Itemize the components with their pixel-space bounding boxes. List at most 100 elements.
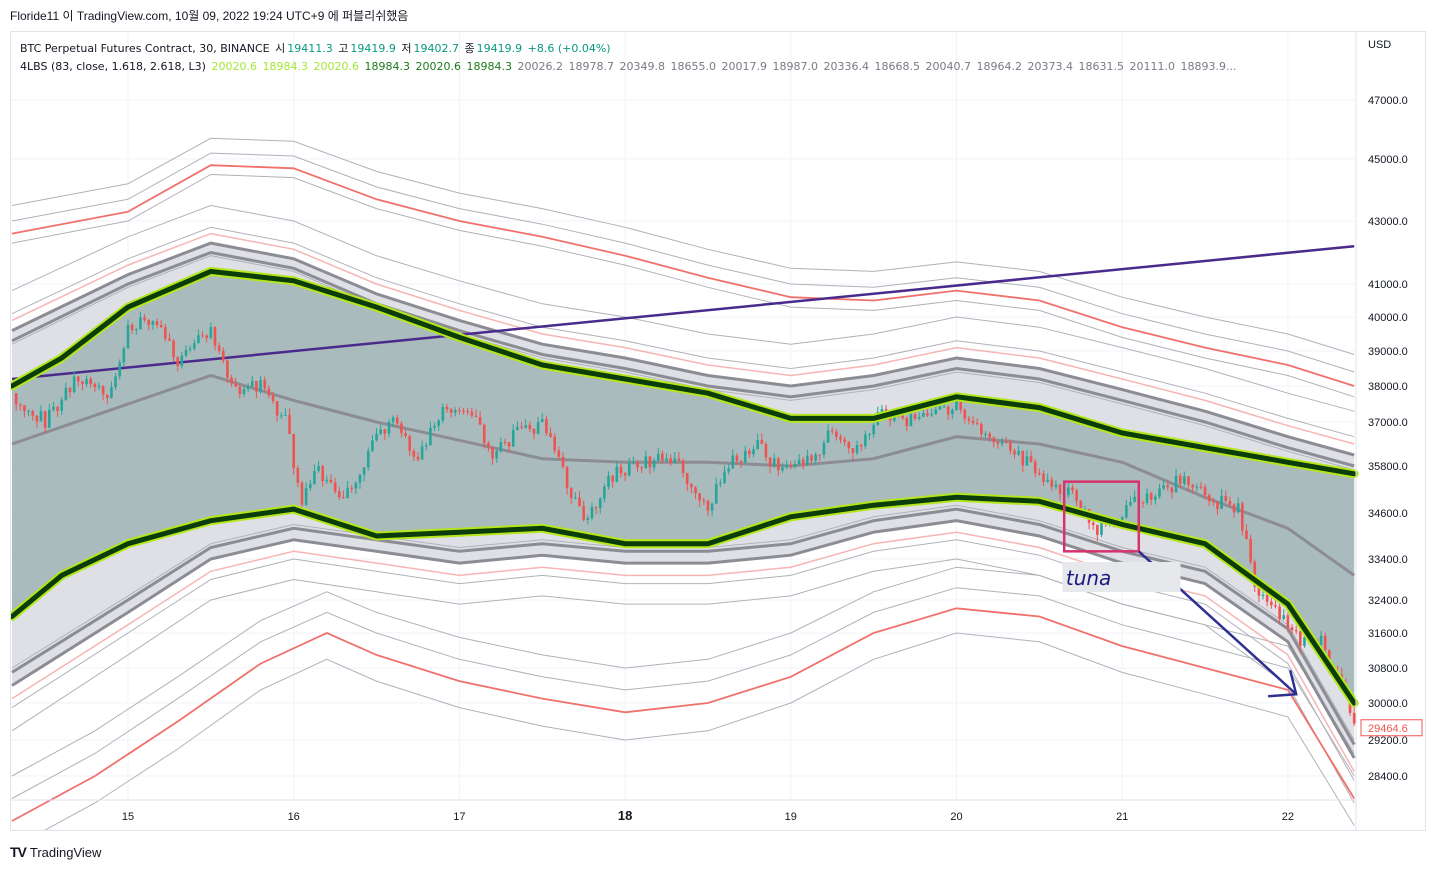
candle-body bbox=[677, 458, 681, 461]
envelope-line bbox=[11, 204, 1355, 412]
ind-value: 20336.4 bbox=[823, 60, 869, 73]
candle-body bbox=[1129, 502, 1132, 506]
ind-value: 20020.6 bbox=[415, 60, 461, 73]
candle-body bbox=[627, 463, 631, 476]
candle-body bbox=[706, 500, 710, 511]
candle-body bbox=[545, 418, 548, 434]
candle-body bbox=[661, 453, 664, 461]
candle-body bbox=[118, 362, 122, 377]
candle-body bbox=[756, 440, 759, 450]
candle-body bbox=[23, 405, 26, 412]
candle-body bbox=[408, 435, 411, 451]
candle-body bbox=[424, 445, 428, 447]
candle-body bbox=[1071, 487, 1074, 491]
indicator-name[interactable]: 4LBS (83, close, 1.618, 2.618, L3) bbox=[20, 60, 206, 73]
candle-body bbox=[574, 497, 577, 499]
candle-body bbox=[619, 466, 623, 474]
outer-lower-red-line bbox=[11, 607, 1355, 822]
candle-body bbox=[623, 473, 627, 476]
annotation-label[interactable]: tuna bbox=[1066, 566, 1111, 590]
candle-body bbox=[1303, 637, 1306, 646]
low-value: 19402.7 bbox=[413, 42, 460, 55]
candle-body bbox=[847, 441, 851, 449]
candle-body bbox=[1021, 450, 1025, 466]
candle-body bbox=[437, 420, 440, 426]
candle-body bbox=[917, 416, 921, 419]
candle-body bbox=[598, 498, 602, 509]
annotation-box[interactable] bbox=[1062, 480, 1141, 553]
candle-body bbox=[155, 321, 159, 326]
candle-body bbox=[68, 387, 72, 393]
candle-body bbox=[843, 439, 846, 442]
candle-body bbox=[122, 348, 126, 363]
candle-body bbox=[822, 442, 826, 455]
candle-body bbox=[39, 411, 43, 422]
candle-body bbox=[201, 335, 204, 337]
candle-body bbox=[951, 409, 954, 415]
candle-body bbox=[561, 456, 565, 467]
candle-body bbox=[1075, 490, 1078, 501]
close-label: 종 bbox=[464, 42, 475, 55]
ind-value: 20020.6 bbox=[313, 60, 359, 73]
candle-body bbox=[1195, 486, 1199, 488]
candle-body bbox=[955, 398, 958, 410]
candle-body bbox=[1216, 502, 1219, 509]
candle-body bbox=[586, 518, 590, 521]
trendline[interactable] bbox=[11, 244, 1355, 381]
candle-body bbox=[383, 429, 387, 434]
candle-body bbox=[27, 411, 30, 413]
candle-body bbox=[777, 458, 780, 471]
ind-value: 20040.7 bbox=[925, 60, 971, 73]
footer-brand[interactable]: TV TradingView bbox=[10, 844, 101, 860]
candle-body bbox=[690, 484, 693, 488]
candle-body bbox=[1319, 635, 1323, 646]
candle-body bbox=[1278, 606, 1281, 619]
candle-body bbox=[611, 475, 614, 482]
change-value: +8.6 (+0.04%) bbox=[527, 42, 611, 55]
candle-body bbox=[371, 440, 374, 451]
candle-body bbox=[429, 427, 432, 446]
candle-body bbox=[85, 378, 88, 385]
high-label: 고 bbox=[338, 42, 349, 55]
candle-body bbox=[1079, 500, 1083, 510]
candle-body bbox=[350, 487, 353, 489]
symbol-name[interactable]: BTC Perpetual Futures Contract, 30, BINA… bbox=[20, 42, 270, 55]
candle-body bbox=[93, 384, 97, 388]
candle-body bbox=[1120, 517, 1124, 522]
time-tick-label: 16 bbox=[288, 811, 300, 823]
grey-band-line bbox=[11, 241, 1355, 457]
candle-body bbox=[317, 465, 320, 471]
candle-body bbox=[52, 406, 55, 410]
candle-body bbox=[632, 461, 635, 464]
candle-body bbox=[673, 458, 677, 464]
price-tick-label: 33400.0 bbox=[1368, 554, 1408, 566]
candle-body bbox=[1236, 503, 1240, 513]
candle-body bbox=[835, 431, 838, 437]
candle-body bbox=[346, 487, 349, 499]
candle-body bbox=[582, 506, 585, 521]
candle-body bbox=[975, 423, 979, 425]
candle-body bbox=[18, 404, 22, 406]
candle-body bbox=[130, 324, 134, 331]
candle-body bbox=[768, 457, 772, 467]
candle-body bbox=[1207, 495, 1211, 501]
candle-body bbox=[1199, 486, 1203, 488]
candle-body bbox=[267, 388, 271, 396]
candle-body bbox=[184, 349, 188, 356]
candle-body bbox=[445, 407, 449, 410]
candle-body bbox=[532, 428, 536, 434]
annotation-arrowhead[interactable] bbox=[1268, 669, 1298, 698]
candle-body bbox=[292, 433, 295, 469]
ind-value: 18655.0 bbox=[670, 60, 716, 73]
time-tick-label: 15 bbox=[122, 811, 134, 823]
price-tick-label: 45000.0 bbox=[1368, 154, 1408, 166]
price-chart[interactable]: tuna USD 47000.0 45000.0 43000.0 41000.0 40000… bbox=[11, 32, 1425, 830]
candle-body bbox=[250, 380, 254, 387]
candle-body bbox=[967, 418, 971, 421]
candle-body bbox=[1203, 487, 1207, 496]
candle-body bbox=[263, 379, 267, 389]
candle-body bbox=[719, 482, 722, 485]
candle-body bbox=[333, 482, 337, 492]
candle-body bbox=[1224, 495, 1228, 502]
candle-body bbox=[1133, 496, 1136, 503]
